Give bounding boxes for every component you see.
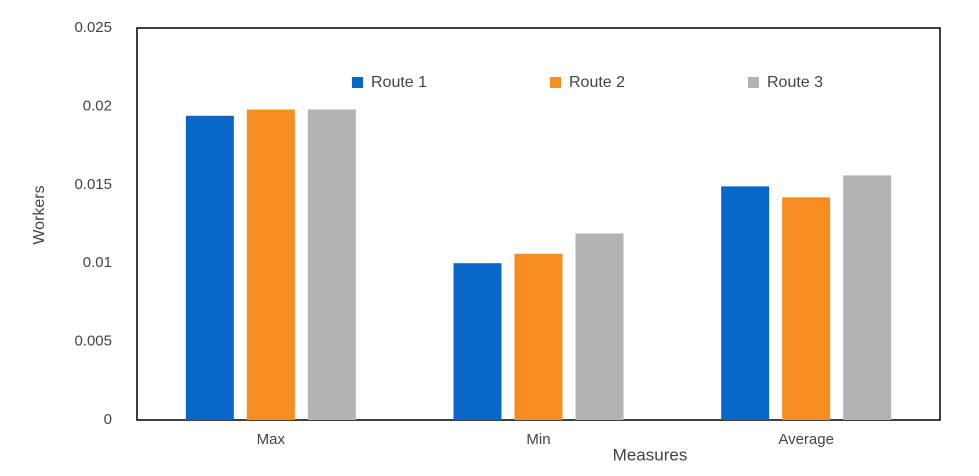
y-tick-label: 0.005	[74, 333, 112, 350]
bar	[721, 186, 770, 420]
bar	[843, 175, 892, 420]
legend-label: Route 3	[767, 74, 823, 91]
legend-key	[550, 77, 561, 88]
x-tick-label: Max	[257, 431, 286, 448]
legend-key	[748, 77, 759, 88]
legend-label: Route 2	[569, 74, 625, 91]
y-tick-label: 0	[104, 411, 112, 428]
bar	[185, 115, 234, 421]
bar	[782, 197, 831, 420]
x-axis-label: Measures	[613, 445, 688, 464]
x-tick-label: Min	[526, 431, 550, 448]
legend-label: Route 1	[371, 74, 427, 91]
bar	[575, 233, 624, 420]
y-tick-label: 0.015	[74, 176, 112, 193]
bar	[307, 109, 356, 420]
y-axis-label: Workers	[31, 185, 48, 244]
bar	[514, 253, 563, 420]
x-tick-label: Average	[778, 431, 834, 448]
y-tick-label: 0.02	[83, 97, 112, 114]
bar	[246, 109, 295, 420]
y-tick-label: 0.025	[74, 19, 112, 36]
legend-key	[352, 77, 363, 88]
bar	[453, 263, 502, 420]
y-tick-label: 0.01	[83, 254, 112, 271]
